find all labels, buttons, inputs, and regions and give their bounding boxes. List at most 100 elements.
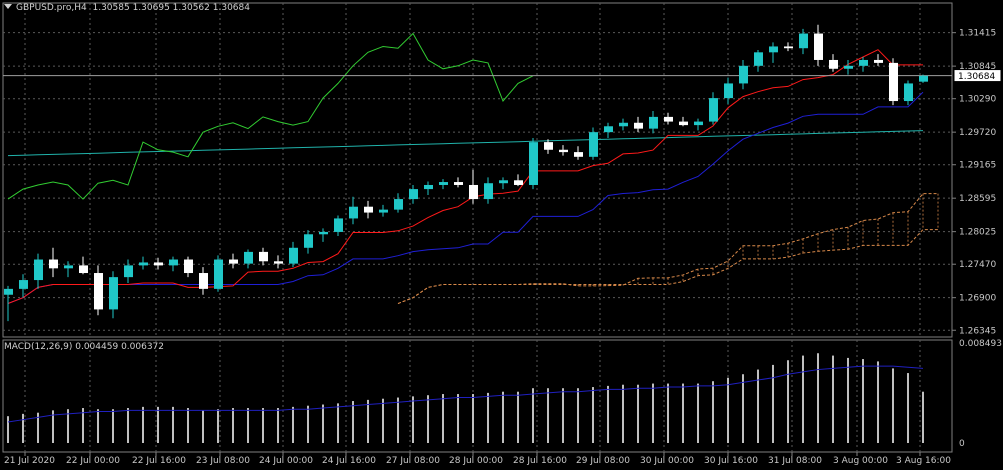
bear-candle <box>364 206 373 213</box>
bear-candle <box>664 116 673 122</box>
bear-candle <box>49 259 58 269</box>
bull-candle <box>64 265 73 269</box>
price-label: 1.26900 <box>959 294 996 304</box>
time-label: 22 Jul 16:00 <box>132 456 186 466</box>
current-price-badge <box>953 69 1002 83</box>
bull-candle <box>169 259 178 266</box>
price-label: 1.29165 <box>959 161 996 171</box>
time-label: 29 Jul 08:00 <box>576 456 630 466</box>
time-label: 23 Jul 08:00 <box>196 456 250 466</box>
macd-scale-zero: 0 <box>959 439 965 449</box>
bull-candle <box>589 132 598 157</box>
bull-candle <box>844 65 853 69</box>
bull-candle <box>739 65 748 84</box>
price-label: 1.28025 <box>959 228 996 238</box>
bear-candle <box>679 121 688 126</box>
bull-candle <box>724 83 733 99</box>
axes: 1.31415 1.30845 1.30290 1.29720 1.29165 1.285… <box>4 29 1002 466</box>
bull-candle <box>394 199 403 210</box>
bull-candle <box>604 126 613 133</box>
price-label: 1.26345 <box>959 326 996 336</box>
bull-candle <box>334 218 343 232</box>
bull-candle <box>4 288 13 295</box>
bear-candle <box>469 184 478 200</box>
senkou-span-a <box>397 193 938 305</box>
bull-candle <box>34 259 43 281</box>
macd-scale-max: 0.008493 <box>959 339 1002 349</box>
bear-candle <box>154 262 163 266</box>
bear-candle <box>784 46 793 49</box>
time-label: 27 Jul 08:00 <box>386 456 440 466</box>
bear-candle <box>184 259 193 274</box>
bear-candle <box>634 122 643 129</box>
kijun-sen-line <box>7 91 924 304</box>
bear-candle <box>889 62 898 102</box>
bear-candle <box>229 259 238 264</box>
macd-panel <box>7 353 924 443</box>
moving-average-line <box>7 130 924 157</box>
bear-candle <box>199 273 208 289</box>
macd-label: MACD(12,26,9) <box>4 342 73 352</box>
macd-main-value: 0.004459 <box>75 342 119 352</box>
bull-candle <box>769 46 778 53</box>
bear-candle <box>874 59 883 63</box>
bull-candle <box>124 265 133 278</box>
triangle-down-icon[interactable] <box>4 4 12 9</box>
time-label: 3 Aug 00:00 <box>833 456 888 466</box>
macd-header: MACD(12,26,9) 0.004459 0.006372 <box>4 342 164 352</box>
bull-candle <box>754 52 763 66</box>
macd-frame <box>2 339 953 453</box>
price-frame <box>2 2 953 338</box>
bull-candle <box>304 234 313 248</box>
bull-candle <box>649 116 658 129</box>
bear-candle <box>574 152 583 157</box>
price-label: 1.30845 <box>959 62 996 72</box>
bull-candle <box>139 262 148 266</box>
time-label: 30 Jul 16:00 <box>704 456 758 466</box>
bull-candle <box>709 98 718 122</box>
price-label: 1.28595 <box>959 194 996 204</box>
time-label: 28 Jul 00:00 <box>449 456 503 466</box>
macd-signal-value: 0.006372 <box>121 342 165 352</box>
macd-signal-line <box>7 365 924 423</box>
bull-candle <box>859 59 868 66</box>
ohlc-low: 1.30562 <box>172 3 210 13</box>
chikou-span-line <box>7 32 534 200</box>
bear-candle <box>259 251 268 262</box>
time-label: 30 Jul 00:00 <box>640 456 694 466</box>
time-label: 24 Jul 16:00 <box>322 456 376 466</box>
bull-candle <box>424 184 433 190</box>
bear-candle <box>544 142 553 150</box>
ohlc-open: 1.30585 <box>92 3 130 13</box>
senkou-span-b <box>397 229 938 305</box>
bear-candle <box>79 265 88 274</box>
bull-candle <box>19 280 28 289</box>
bull-candle <box>529 142 538 185</box>
bear-candle <box>514 180 523 185</box>
tenkan-sen-line <box>7 49 923 304</box>
time-label: 31 Jul 08:00 <box>768 456 822 466</box>
time-label: 21 Jul 2020 <box>4 456 55 466</box>
price-label: 1.29720 <box>959 128 996 138</box>
bull-candle <box>694 121 703 126</box>
bear-candle <box>274 261 283 264</box>
chart-header: GBPUSD.pro,H4 1.30585 1.30695 1.30562 1.… <box>4 3 250 13</box>
bull-candle <box>409 189 418 200</box>
bull-candle <box>499 180 508 184</box>
time-label: 28 Jul 16:00 <box>513 456 567 466</box>
candles <box>4 24 928 322</box>
bull-candle <box>214 259 223 289</box>
bull-candle <box>904 83 913 102</box>
bull-candle <box>919 75 928 82</box>
bull-candle <box>619 122 628 127</box>
current-price-label: 1.30684 <box>958 72 995 82</box>
bear-candle <box>559 149 568 153</box>
bull-candle <box>289 247 298 264</box>
indicator-lines <box>3 32 952 304</box>
ichimoku-cloud <box>397 193 939 305</box>
bear-candle <box>94 273 103 310</box>
bull-candle <box>379 209 388 213</box>
symbol-timeframe: GBPUSD.pro,H4 <box>16 3 87 13</box>
